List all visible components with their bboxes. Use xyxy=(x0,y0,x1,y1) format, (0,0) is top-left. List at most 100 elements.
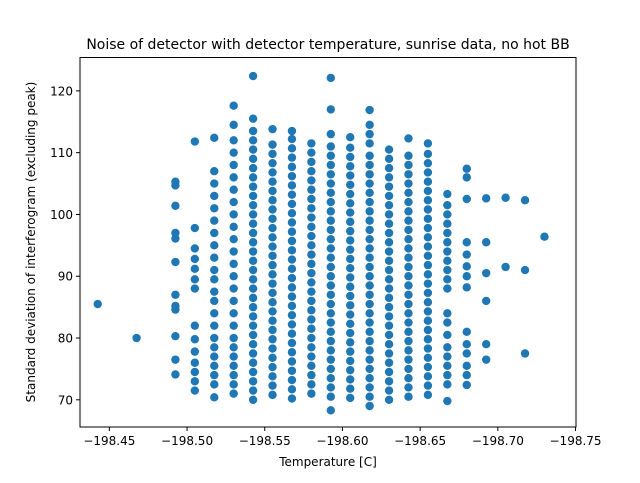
data-point xyxy=(404,234,413,244)
data-point xyxy=(229,361,238,371)
data-point xyxy=(404,373,413,383)
data-point xyxy=(462,327,471,337)
data-point xyxy=(326,364,335,374)
data-point xyxy=(365,318,374,327)
y-tick-label: 90 xyxy=(58,270,73,284)
data-point xyxy=(229,389,238,398)
data-point xyxy=(171,177,180,186)
data-point xyxy=(190,367,200,377)
data-point xyxy=(346,180,355,189)
x-tick-label: −198.45 xyxy=(83,434,135,448)
data-point xyxy=(404,262,413,272)
data-point xyxy=(268,288,277,298)
data-point xyxy=(307,352,316,361)
data-point xyxy=(307,287,316,296)
data-point xyxy=(346,143,355,152)
data-point xyxy=(268,196,277,205)
data-point xyxy=(287,264,297,274)
data-point xyxy=(404,197,413,207)
data-point xyxy=(384,265,394,275)
data-point xyxy=(287,329,297,338)
data-point xyxy=(384,219,394,228)
data-point xyxy=(462,194,471,204)
data-point xyxy=(384,349,394,358)
data-point xyxy=(248,210,258,219)
data-point xyxy=(210,275,219,284)
data-point xyxy=(326,207,335,216)
y-tick-label: 100 xyxy=(50,208,73,222)
data-point xyxy=(326,142,335,151)
data-point xyxy=(307,343,316,352)
data-point xyxy=(326,151,335,160)
data-point xyxy=(287,153,297,162)
data-point xyxy=(248,219,258,228)
data-point xyxy=(229,321,238,330)
data-point xyxy=(365,244,374,253)
data-point xyxy=(326,406,335,415)
data-point xyxy=(326,129,335,139)
data-point xyxy=(268,149,277,159)
data-point xyxy=(248,200,258,210)
data-point xyxy=(210,380,219,389)
data-point xyxy=(423,205,433,214)
data-point xyxy=(190,377,200,386)
data-point xyxy=(365,262,374,272)
y-tick-label: 120 xyxy=(50,84,73,98)
data-point xyxy=(171,257,180,267)
data-point xyxy=(346,375,355,384)
data-point xyxy=(326,216,335,225)
data-point xyxy=(326,346,335,355)
data-point xyxy=(210,321,219,330)
data-point xyxy=(268,205,277,214)
data-point xyxy=(229,296,238,306)
data-point xyxy=(248,136,258,145)
data-point xyxy=(346,236,355,245)
data-point xyxy=(229,120,238,130)
data-point xyxy=(248,321,258,330)
data-point xyxy=(326,309,335,318)
data-point xyxy=(346,264,355,273)
data-point xyxy=(307,315,316,324)
data-point xyxy=(287,348,297,357)
data-point xyxy=(326,290,335,299)
data-point xyxy=(190,137,200,146)
data-point xyxy=(268,233,277,242)
data-point xyxy=(307,166,316,176)
data-point xyxy=(210,216,219,225)
data-point xyxy=(404,392,413,401)
data-point xyxy=(404,179,413,188)
data-point xyxy=(229,309,238,318)
data-point xyxy=(423,297,433,307)
data-point xyxy=(229,284,238,293)
data-point xyxy=(229,197,238,207)
data-point xyxy=(210,333,219,343)
data-point xyxy=(287,357,297,366)
data-point xyxy=(423,270,433,279)
data-point xyxy=(443,330,452,340)
x-tick-label: −198.60 xyxy=(316,434,368,448)
data-point xyxy=(384,302,394,312)
data-point xyxy=(481,355,491,364)
data-point xyxy=(287,310,297,320)
data-point xyxy=(384,210,394,219)
data-point xyxy=(248,367,258,377)
data-point xyxy=(210,361,219,371)
data-point xyxy=(268,260,277,270)
data-point xyxy=(384,200,394,210)
data-point xyxy=(326,281,335,290)
data-point xyxy=(326,383,335,392)
data-point xyxy=(423,158,433,168)
data-point xyxy=(443,228,452,238)
data-point xyxy=(171,370,180,379)
points-layer xyxy=(93,71,549,415)
data-point xyxy=(268,270,277,279)
data-point xyxy=(268,242,277,251)
data-point xyxy=(423,251,433,261)
data-point xyxy=(190,284,200,293)
y-axis-ticks: 70 80 90 100 110 120 xyxy=(50,84,80,407)
data-point xyxy=(287,375,297,385)
data-point xyxy=(326,355,335,364)
data-point xyxy=(229,259,238,269)
data-point xyxy=(501,193,510,202)
data-point xyxy=(229,352,238,361)
